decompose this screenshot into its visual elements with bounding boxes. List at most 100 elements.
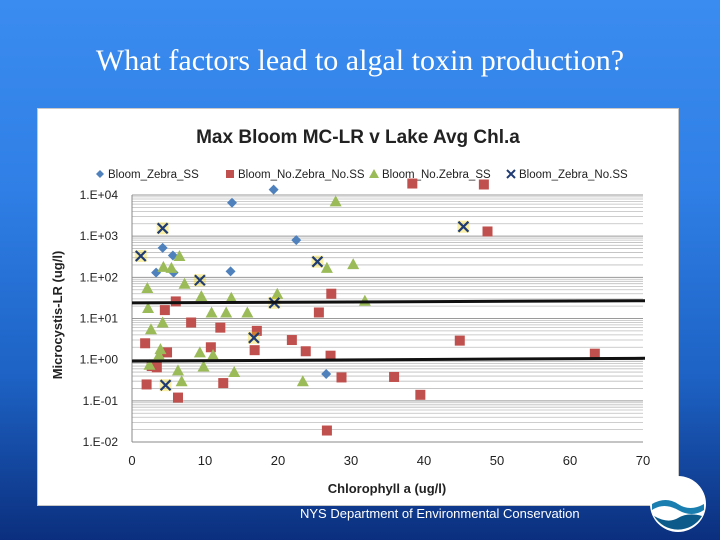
point-square bbox=[251, 325, 262, 336]
point-square bbox=[140, 338, 151, 349]
scatter-chart: Max Bloom MC-LR v Lake Avg Chl.a Bloom_Z… bbox=[50, 127, 651, 496]
y-tick-label: 1.E+03 bbox=[80, 229, 119, 243]
point-diamond bbox=[157, 242, 168, 253]
point-square bbox=[389, 371, 400, 382]
y-tick-label: 1.E+02 bbox=[80, 270, 119, 284]
legend-item: Bloom_No.Zebra_No.SS bbox=[226, 169, 365, 181]
point-triangle bbox=[320, 261, 333, 273]
point-triangle bbox=[271, 287, 284, 299]
point-triangle bbox=[358, 294, 371, 306]
legend-marker bbox=[226, 170, 234, 178]
trend-line bbox=[131, 299, 646, 305]
point-square bbox=[482, 226, 493, 237]
point-square bbox=[326, 288, 337, 299]
point-diamond bbox=[321, 368, 332, 379]
y-tick-label: 1.E+00 bbox=[80, 353, 119, 367]
gridlines bbox=[132, 194, 643, 443]
point-square bbox=[321, 425, 332, 436]
legend-label: Bloom_No.Zebra_SS bbox=[382, 169, 491, 181]
point-triangle bbox=[153, 348, 166, 360]
x-tick-label: 50 bbox=[490, 453, 504, 468]
point-triangle bbox=[156, 316, 169, 328]
legend-label: Bloom_No.Zebra_No.SS bbox=[238, 169, 365, 181]
point-square bbox=[162, 347, 173, 358]
point-x bbox=[247, 331, 260, 344]
legend-item: Bloom_Zebra_SS bbox=[96, 169, 199, 181]
point-triangle bbox=[296, 375, 309, 387]
point-triangle bbox=[220, 306, 233, 318]
chart-frame: Max Bloom MC-LR v Lake Avg Chl.a Bloom_Z… bbox=[37, 108, 679, 506]
legend: Bloom_Zebra_SS Bloom_No.Zebra_No.SS Bloom_… bbox=[96, 169, 628, 181]
point-triangle bbox=[193, 346, 206, 358]
point-triangle bbox=[207, 348, 220, 360]
x-tick-label: 20 bbox=[271, 453, 285, 468]
point-triangle bbox=[175, 375, 188, 387]
point-x bbox=[193, 274, 206, 287]
point-diamond bbox=[227, 197, 238, 208]
point-triangle bbox=[329, 195, 342, 207]
x-tick-label: 0 bbox=[128, 453, 135, 468]
slide-title: What factors lead to algal toxin product… bbox=[95, 44, 625, 77]
point-triangle bbox=[144, 323, 157, 335]
point-square bbox=[159, 305, 170, 316]
reference-lines bbox=[131, 299, 646, 363]
axes: 1.E-02 1.E-01 1.E+00 1.E+01 1.E+02 1.E+03 1.E+… bbox=[80, 188, 651, 468]
point-triangle bbox=[143, 358, 156, 370]
point-triangle bbox=[178, 277, 191, 289]
point-diamond bbox=[268, 184, 279, 195]
point-square bbox=[313, 307, 324, 318]
point-square bbox=[215, 322, 226, 333]
agency-logo bbox=[650, 476, 706, 532]
point-square bbox=[325, 350, 336, 361]
point-square bbox=[589, 348, 600, 359]
point-triangle bbox=[241, 306, 254, 318]
footer-text: NYS Department of Environmental Conserva… bbox=[300, 506, 580, 521]
point-triangle bbox=[171, 364, 184, 376]
point-square bbox=[286, 335, 297, 346]
x-tick-label: 40 bbox=[417, 453, 431, 468]
point-triangle bbox=[142, 301, 155, 313]
legend-item: Bloom_Zebra_No.SS bbox=[506, 169, 628, 181]
legend-label: Bloom_Zebra_No.SS bbox=[519, 169, 628, 181]
point-x bbox=[134, 249, 147, 262]
point-square bbox=[478, 179, 489, 190]
point-triangle bbox=[141, 282, 154, 294]
point-square bbox=[336, 372, 347, 383]
data-marks bbox=[134, 178, 600, 436]
legend-marker bbox=[506, 169, 516, 179]
x-tick-label: 60 bbox=[563, 453, 577, 468]
point-triangle bbox=[225, 291, 238, 303]
point-square bbox=[186, 317, 197, 328]
point-triangle bbox=[228, 366, 241, 378]
legend-marker bbox=[369, 169, 379, 178]
legend-item: Bloom_No.Zebra_SS bbox=[369, 169, 491, 181]
point-square bbox=[407, 178, 418, 189]
chart-title: Max Bloom MC-LR v Lake Avg Chl.a bbox=[196, 127, 520, 148]
point-triangle bbox=[195, 290, 208, 302]
point-triangle bbox=[347, 258, 360, 270]
y-tick-label: 1.E+01 bbox=[80, 312, 119, 326]
point-x bbox=[159, 379, 172, 392]
y-axis-label: Microcystis-LR (ug/l) bbox=[50, 251, 65, 380]
point-square bbox=[141, 379, 152, 390]
point-square bbox=[205, 342, 216, 353]
x-tick-label: 70 bbox=[636, 453, 650, 468]
legend-label: Bloom_Zebra_SS bbox=[108, 169, 199, 181]
point-square bbox=[218, 378, 229, 389]
point-square bbox=[151, 362, 162, 373]
point-triangle bbox=[154, 343, 167, 355]
point-x bbox=[457, 220, 470, 233]
y-tick-label: 1.E-01 bbox=[83, 394, 119, 408]
x-tick-label: 30 bbox=[344, 453, 358, 468]
legend-marker bbox=[96, 170, 104, 178]
point-x bbox=[156, 222, 169, 235]
point-triangle bbox=[173, 249, 186, 261]
point-diamond bbox=[291, 235, 302, 246]
y-tick-label: 1.E+04 bbox=[80, 188, 119, 202]
point-triangle bbox=[197, 360, 210, 372]
point-square bbox=[300, 346, 311, 357]
x-axis-label: Chlorophyll a (ug/l) bbox=[328, 481, 446, 496]
point-diamond bbox=[225, 266, 236, 277]
trend-line bbox=[131, 356, 646, 363]
point-square bbox=[249, 345, 260, 356]
